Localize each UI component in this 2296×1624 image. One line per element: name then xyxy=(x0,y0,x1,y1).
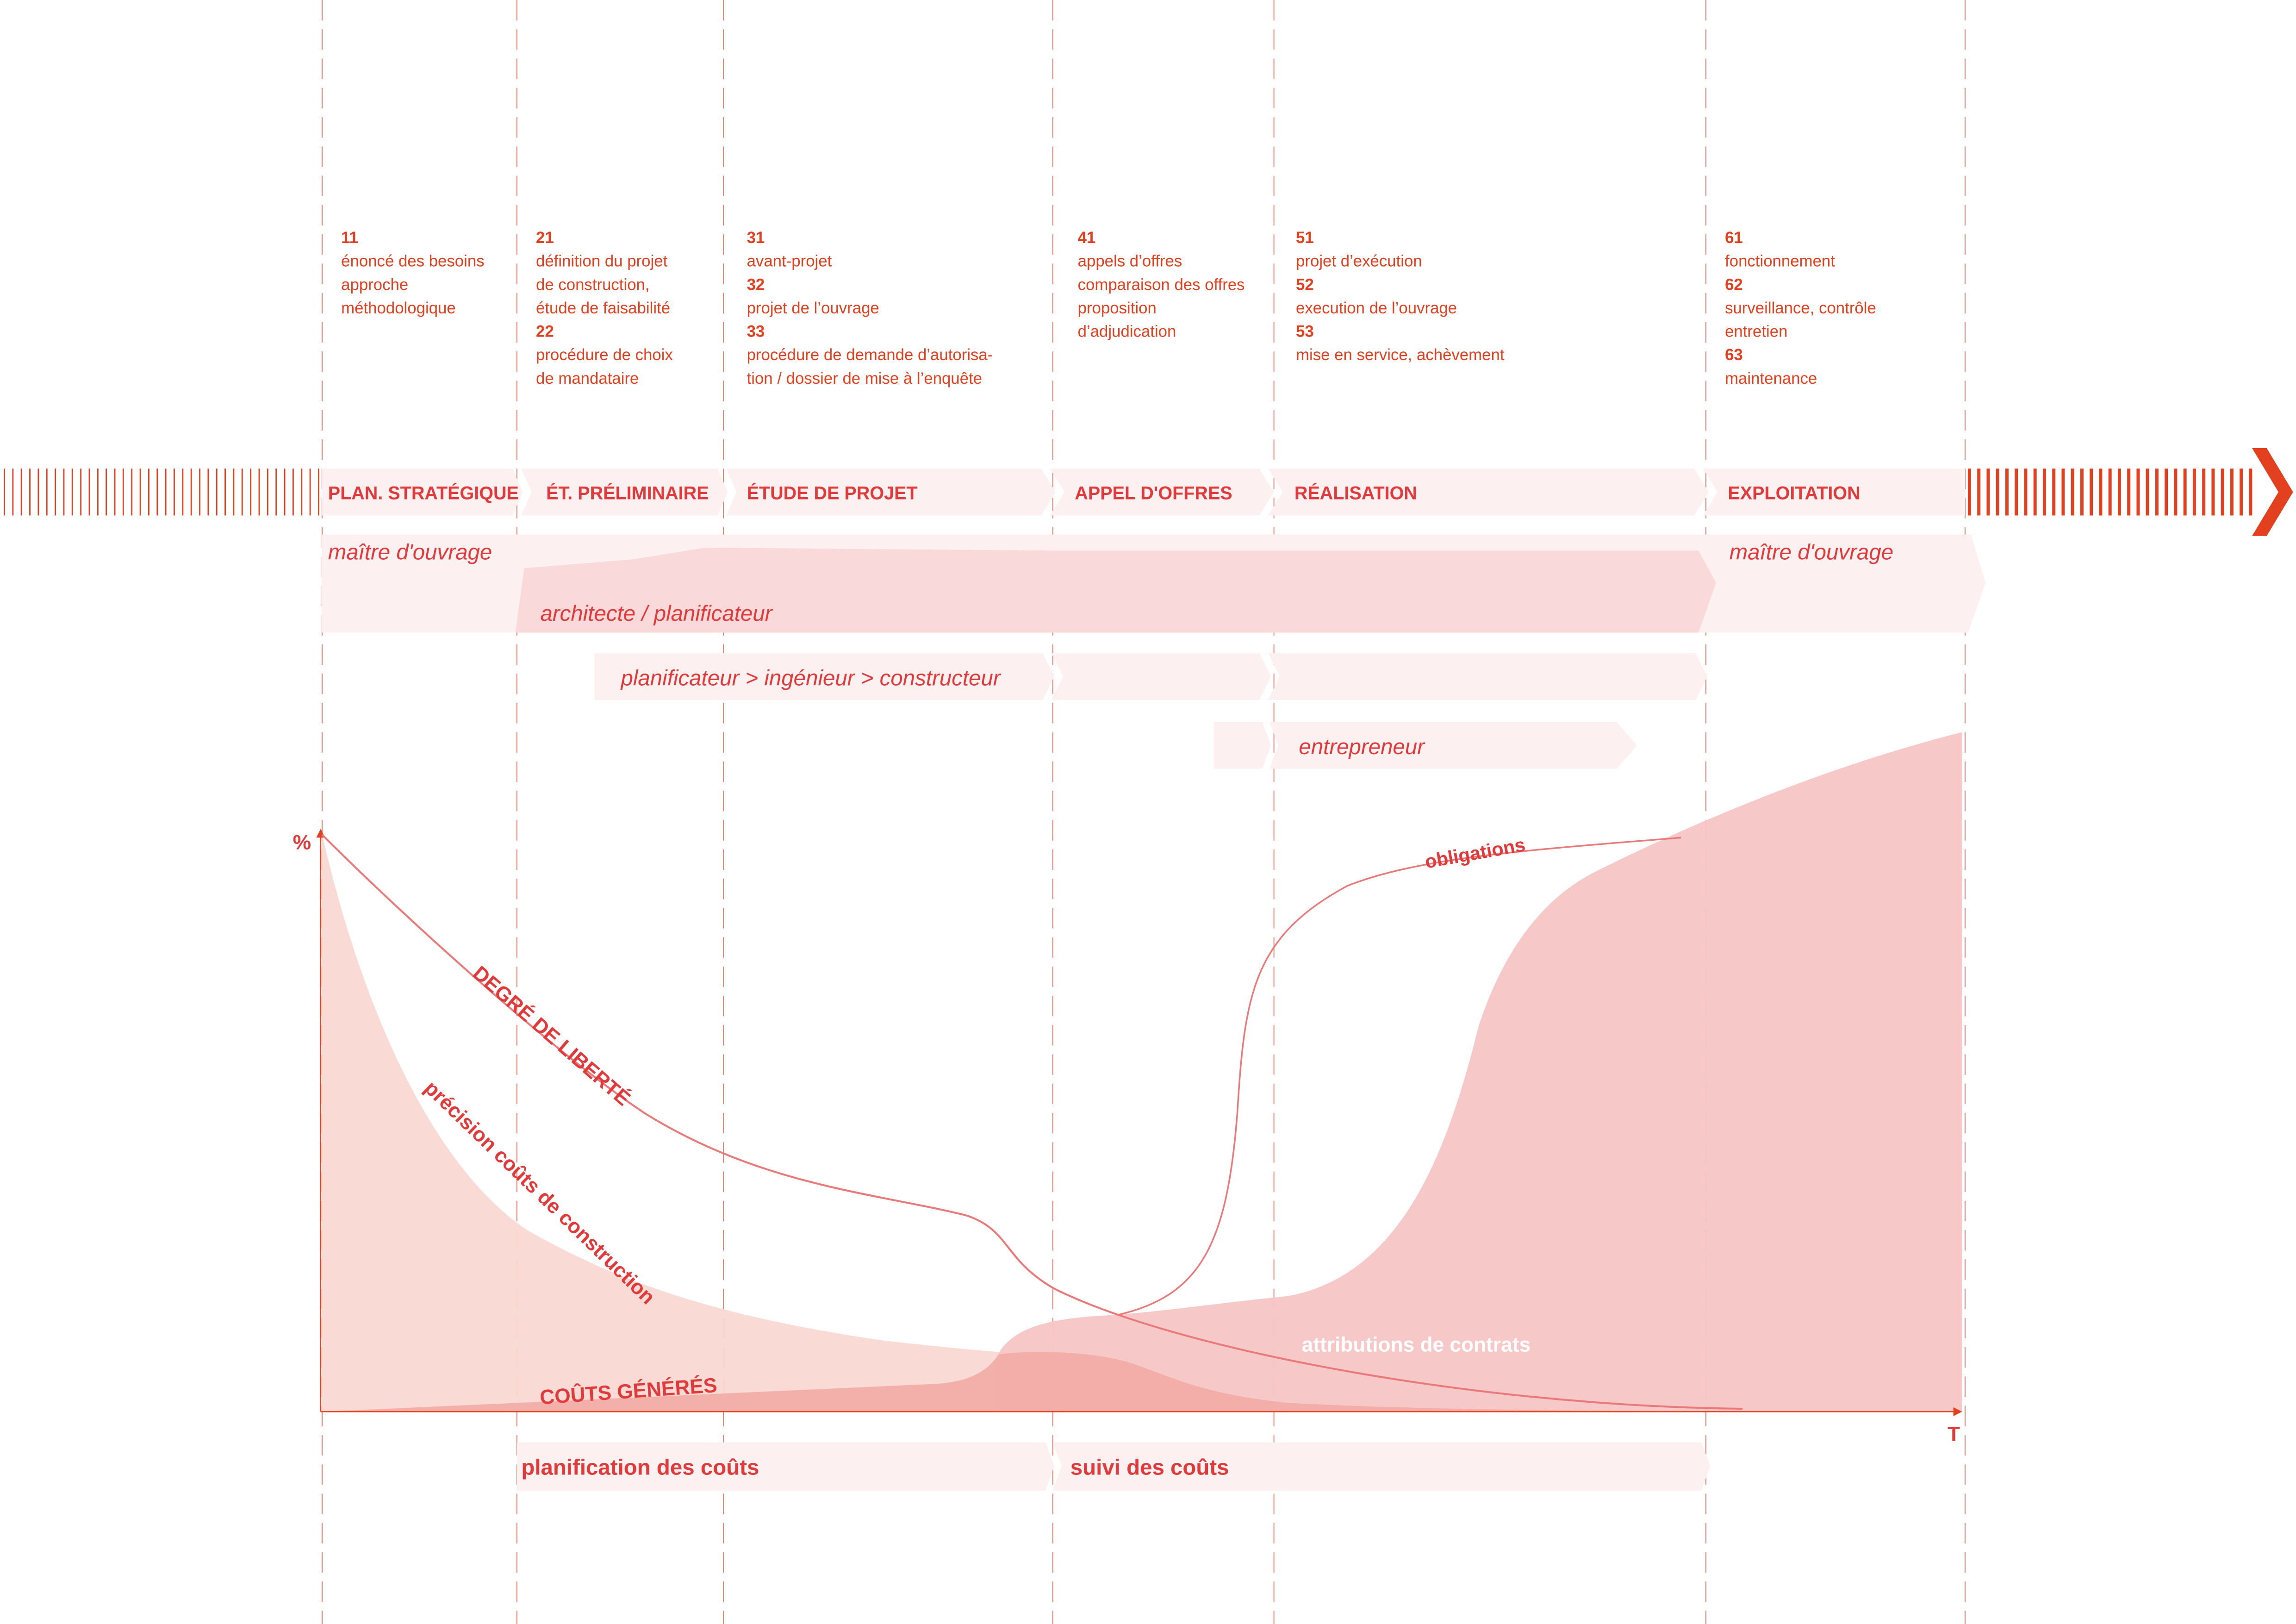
y-axis-label: % xyxy=(293,831,311,854)
phase-2-details: 21 définition du projet de construction,… xyxy=(536,222,679,387)
phase-labels: PLAN. STRATÉGIQUE ÉT. PRÉLIMINAIRE ÉTUDE… xyxy=(328,483,1860,504)
actor-labels: maître d'ouvrage maître d'ouvrage archit… xyxy=(328,540,1893,759)
freedom-label: DEGRÉ DE LIBERTÉ xyxy=(468,962,635,1111)
obligations-curve xyxy=(1117,837,1681,1316)
x-axis-label: T xyxy=(1948,1423,1960,1446)
actor-bars xyxy=(322,534,1986,769)
freedom-curve xyxy=(321,834,1743,1410)
architect-bar xyxy=(515,548,1717,633)
phase-6-details: 61 fonctionnement 62 surveillance, contr… xyxy=(1725,222,1883,387)
engineer-bar-1 xyxy=(594,653,1055,700)
phase-3-details: 31 avant-projet 32 projet de l’ouvrage 3… xyxy=(747,222,1000,387)
contractor-label: entrepreneur xyxy=(1299,735,1425,759)
engineer-bar-2 xyxy=(1051,653,1271,700)
timeline-hatch-left xyxy=(4,468,319,516)
timeline-arrowhead-icon xyxy=(2252,448,2293,536)
cost-planning-bar[interactable] xyxy=(516,1442,1055,1491)
contracts-area xyxy=(996,732,1962,1412)
phase-label-4: APPEL D'OFFRES xyxy=(1075,483,1232,504)
cost-bars xyxy=(516,1442,1711,1491)
contractor-bar-1 xyxy=(1213,722,1271,769)
contracts-label: attributions de contrats xyxy=(1302,1334,1531,1356)
contractor-bar-2 xyxy=(1269,722,1637,769)
phase-segment-4[interactable] xyxy=(1050,468,1274,516)
architect-label: architecte / planificateur xyxy=(540,601,773,626)
phase-segment-3[interactable] xyxy=(726,468,1056,516)
phase-label-3: ÉTUDE DE PROJET xyxy=(747,483,918,504)
timeline-hatch-right xyxy=(1967,468,2252,516)
engineer-label: planificateur > ingénieur > constructeur xyxy=(620,666,1001,690)
owner-label-end: maître d'ouvrage xyxy=(1730,540,1894,564)
costs-area xyxy=(322,1352,1684,1412)
owner-label-start: maître d'ouvrage xyxy=(328,540,492,564)
phase-label-2: ÉT. PRÉLIMINAIRE xyxy=(546,483,709,504)
cost-tracking-label: suivi des coûts xyxy=(1070,1455,1229,1480)
cost-bar-labels: planification des coûts suivi des coûts xyxy=(521,1455,1229,1480)
phase-segment-2[interactable] xyxy=(521,468,728,516)
precision-area xyxy=(322,835,1084,1412)
phase-label-6: EXPLOITATION xyxy=(1728,483,1860,504)
phase-segment-6[interactable] xyxy=(1703,468,1965,516)
phase-label-1: PLAN. STRATÉGIQUE xyxy=(328,483,519,504)
phase-4-details: 41 appels d’offres comparaison des offre… xyxy=(1078,222,1251,340)
phase-segment-5[interactable] xyxy=(1268,468,1709,516)
cost-planning-label: planification des coûts xyxy=(521,1455,759,1480)
phase-segment-1[interactable] xyxy=(322,468,523,516)
phase-1-details: 11 énoncé des besoins approche méthodolo… xyxy=(341,222,491,317)
phase-label-5: RÉALISATION xyxy=(1294,483,1417,504)
x-axis-arrow-icon xyxy=(1953,1407,1962,1416)
phase-bar xyxy=(322,468,1965,516)
phase-details: 11 énoncé des besoins approche méthodolo… xyxy=(341,222,1883,387)
phase-5-details: 51 projet d’exécution 52 execution de l’… xyxy=(1296,222,1505,364)
cost-tracking-bar[interactable] xyxy=(1052,1442,1711,1491)
chart: % T DEGRÉ DE LIBERTÉ précision coûts de … xyxy=(293,732,1962,1446)
obligations-label: obligations xyxy=(1423,834,1527,872)
engineer-bar-3 xyxy=(1268,653,1708,700)
